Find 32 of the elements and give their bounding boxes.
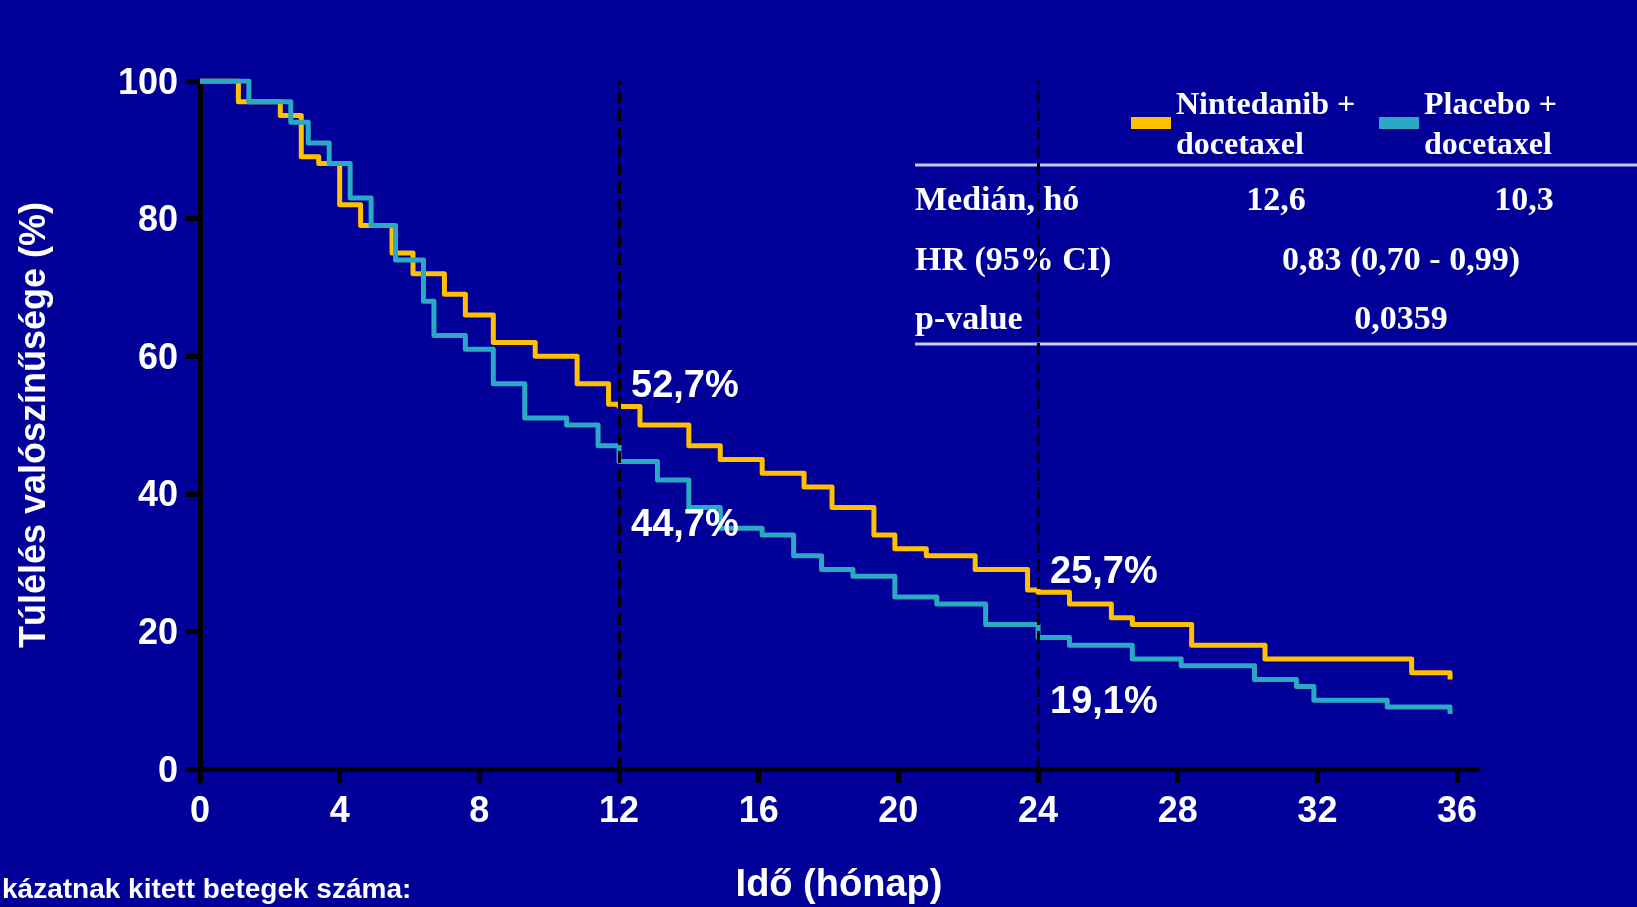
- legend-label: Placebo + docetaxel: [1424, 85, 1565, 161]
- x-tick-label: 28: [1157, 788, 1198, 830]
- annotation: 0,83 (0,70 - 0,99): [1282, 239, 1520, 278]
- legend-label: Nintedanib + docetaxel: [1176, 85, 1364, 161]
- x-tick-label: 4: [329, 788, 350, 830]
- y-tick-label: 100: [117, 60, 178, 102]
- text: 10,3: [1494, 179, 1554, 217]
- y-tick-label: 80: [137, 198, 178, 240]
- annotation: HR (95% CI): [915, 239, 1112, 278]
- x-tick-label: 0: [189, 788, 211, 830]
- data-label: 25,7%: [1050, 549, 1158, 592]
- annotation: 12,6: [1246, 179, 1306, 217]
- x-tick-label: 36: [1437, 788, 1478, 830]
- data-label: 19,1%: [1050, 678, 1158, 721]
- y-tick-label: 20: [137, 610, 178, 652]
- y-tick-label: 60: [137, 335, 178, 377]
- x-tick-label: 12: [598, 788, 640, 830]
- x-tick-label: 24: [1018, 788, 1059, 830]
- x-axis-title: Idő (hónap): [735, 862, 943, 904]
- x-tick-label: 20: [878, 788, 919, 830]
- y-tick-label: 40: [137, 473, 178, 515]
- annotation: p-value: [915, 298, 1023, 336]
- data-label: 44,7%: [631, 502, 739, 545]
- annotation: Medián, hó: [915, 179, 1080, 217]
- x-tick-label: 16: [738, 788, 779, 830]
- data-label: 52,7%: [631, 363, 739, 406]
- annotation: 0,0359: [1354, 298, 1448, 336]
- x-tick-label: 8: [469, 788, 490, 830]
- y-axis-title: Túlélés valószínűsége (%): [11, 201, 53, 649]
- x-tick-label: 32: [1297, 788, 1338, 830]
- y-tick-label: 0: [157, 748, 178, 790]
- text: kázatnak kitett betegek száma:: [2, 872, 412, 904]
